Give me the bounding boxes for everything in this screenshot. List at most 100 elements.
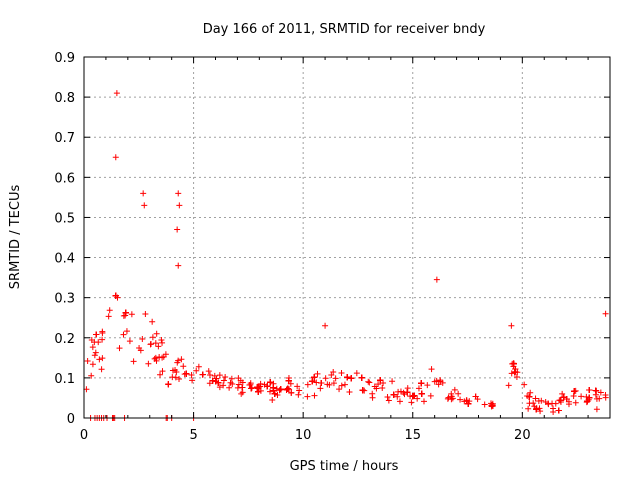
data-point [535,398,542,405]
data-point [212,378,219,385]
data-point [428,366,435,373]
data-point [159,339,166,346]
data-point [532,395,539,402]
data-point [571,388,578,395]
data-point [238,390,245,397]
y-tick-label: 0.6 [54,171,75,186]
data-point [216,384,223,391]
data-point [375,381,382,388]
data-point [148,341,155,348]
data-point [209,377,216,384]
data-point [455,390,462,397]
x-tick-label: 0 [80,428,88,443]
data-point [408,399,415,406]
data-point [465,400,472,407]
data-point [206,371,213,378]
data-point [597,389,604,396]
data-point [424,382,431,389]
data-point [174,226,181,233]
data-point [215,379,222,386]
data-point [99,328,106,335]
data-point [267,388,274,395]
data-point [149,334,156,341]
data-point [99,336,106,343]
data-point [563,396,570,403]
data-point [267,379,274,386]
grid-lines [84,57,610,418]
data-point [336,386,343,393]
data-point [105,313,112,320]
data-point [472,393,479,400]
data-point [159,368,166,375]
data-point [112,154,119,161]
data-point [270,384,277,391]
data-point [353,370,360,377]
data-point [511,369,518,376]
data-point [136,345,143,352]
data-point [537,408,544,415]
y-tick-label: 0.7 [54,131,75,146]
data-point [88,372,95,379]
data-point [593,406,600,413]
data-point [586,386,593,393]
data-point [248,385,255,392]
data-point [557,397,564,404]
data-point [173,369,180,376]
data-point [358,374,365,381]
data-point [596,395,603,402]
data-point [481,401,488,408]
data-point [508,370,515,377]
data-point [404,385,411,392]
data-point [445,394,452,401]
data-point [145,360,152,367]
data-point [152,340,159,347]
data-point [311,392,318,399]
data-point [322,322,329,329]
data-point [193,367,200,374]
data-point [314,370,321,377]
data-point [348,375,355,382]
data-point [427,392,434,399]
data-point [153,330,160,337]
data-point [149,318,156,325]
data-point [176,202,183,209]
data-point [155,343,162,350]
data-point [533,406,540,413]
data-point [284,385,291,392]
data-point [346,389,353,395]
plot-frame [83,56,611,419]
data-point [379,384,386,391]
data-point [277,386,284,393]
data-point [330,369,337,376]
data-point [89,344,96,351]
data-point [439,379,446,386]
data-point [366,379,373,386]
data-point [531,403,538,410]
axes: 0 0.1 0.2 0.3 0.4 0.5 0.6 0.7 0.8 0.9 0 5 10 15 20 [54,51,610,443]
data-point [189,377,196,384]
data-point [389,378,396,385]
data-point [226,384,233,391]
data-point [510,360,517,367]
data-point [578,393,585,400]
data-point [304,381,311,388]
y-tick-label: 0.5 [54,211,75,226]
data-point [88,337,95,344]
data-point [555,407,562,414]
data-point [525,405,532,412]
data-point [384,393,391,400]
data-point [311,374,318,381]
data-point [404,389,411,396]
data-point [130,358,137,365]
data-point [141,202,148,209]
data-point [228,375,235,382]
data-point [380,380,387,387]
data-point [433,276,440,283]
data-point [169,374,176,381]
data-point [373,385,380,392]
data-point [122,312,129,319]
y-tick-label: 0 [67,412,75,427]
data-point [89,361,96,368]
data-point [542,398,549,405]
